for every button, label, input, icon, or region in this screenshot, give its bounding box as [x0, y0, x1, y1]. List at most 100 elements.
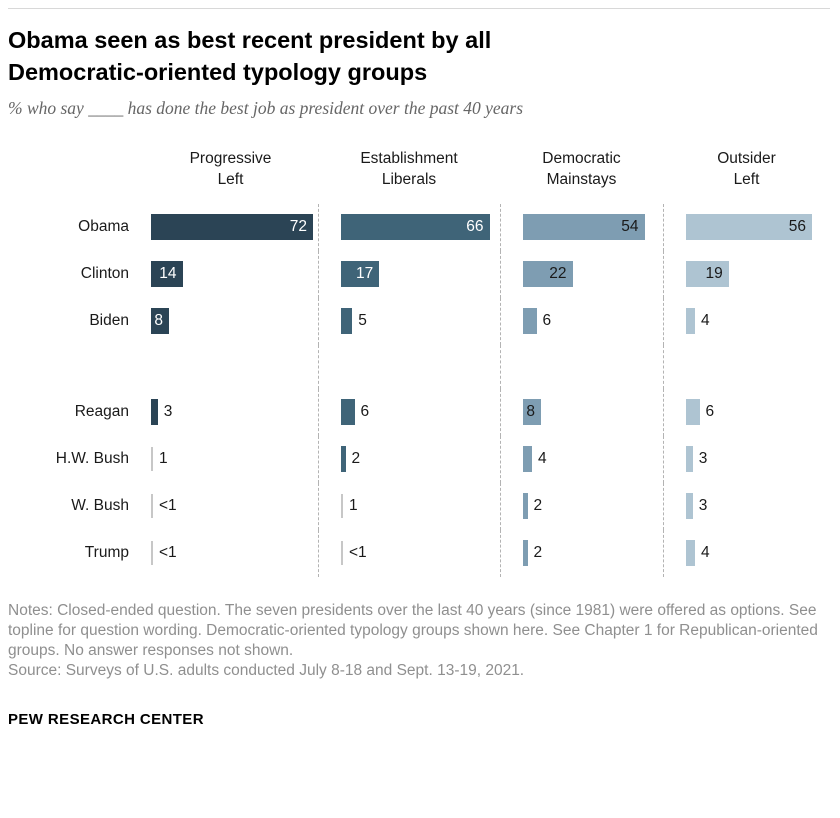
bar-value-label: <1 — [349, 544, 367, 562]
bar — [686, 399, 700, 426]
bar-value-label: 72 — [289, 218, 307, 236]
bar — [341, 399, 355, 426]
column-header: Democratic Mainstays — [500, 149, 663, 191]
bar-cell: 2 — [500, 482, 663, 530]
bar-cell: 72 — [143, 204, 318, 251]
bar — [686, 308, 695, 335]
bar — [341, 308, 353, 335]
column-header: Progressive Left — [143, 149, 318, 191]
bar-cell: <1 — [143, 530, 318, 577]
bar — [686, 446, 693, 473]
bar — [523, 540, 528, 567]
bar-cell: 19 — [663, 250, 830, 298]
bar: 56 — [686, 214, 812, 241]
bar-value-label: 1 — [349, 497, 358, 515]
bar-value-label: 3 — [163, 403, 173, 421]
bar-cell: 3 — [663, 435, 830, 483]
bar — [523, 493, 528, 520]
bar-value-label: 6 — [542, 312, 552, 330]
column-header-line: Democratic — [542, 150, 621, 168]
bar-cell: <1 — [143, 483, 318, 530]
chart-row: Obama 72 66 54 56 — [8, 203, 830, 251]
bar-cell: 6 — [663, 388, 830, 436]
bar: 8 — [523, 399, 541, 426]
bar-value-label: 66 — [466, 218, 484, 236]
bar-cell: 3 — [663, 482, 830, 530]
row-label: Obama — [78, 218, 129, 236]
bar-cell: 66 — [318, 203, 500, 251]
bar-value-label: 8 — [526, 403, 535, 421]
row-label: Clinton — [80, 265, 129, 283]
bar-value-label: 6 — [705, 403, 715, 421]
column-header-line: Left — [733, 170, 760, 188]
bar — [341, 446, 346, 473]
column-header-line: Mainstays — [546, 170, 617, 188]
bar-cell: 4 — [500, 435, 663, 483]
chart-row: Reagan 3 6 8 6 — [8, 388, 830, 436]
bar-value-label: 5 — [358, 312, 367, 330]
row-label: W. Bush — [71, 497, 129, 515]
bar: 66 — [341, 214, 490, 241]
column-header-line: Progressive — [189, 150, 272, 168]
baseline-tick — [341, 494, 343, 519]
bar: 17 — [341, 261, 380, 288]
pew-research-center-logo: PEW RESEARCH CENTER — [8, 711, 204, 729]
bar-cell: 6 — [318, 388, 500, 436]
bar: 22 — [523, 261, 573, 288]
baseline-tick — [151, 494, 153, 519]
gap-cell — [318, 344, 500, 389]
bar: 54 — [523, 214, 645, 241]
row-label: H.W. Bush — [55, 450, 129, 468]
bar-cell: 1 — [143, 436, 318, 483]
bar-cell: 6 — [500, 297, 663, 345]
bar-value-label: 3 — [698, 450, 708, 468]
bar-value-label: 4 — [538, 450, 547, 468]
chart-row: Clinton 14 17 22 19 — [8, 250, 830, 298]
bar-cell: 22 — [500, 250, 663, 298]
bar-cell: 17 — [318, 250, 500, 298]
row-gap — [8, 344, 830, 389]
bar-value-label: 56 — [788, 218, 806, 236]
bar-cell: 56 — [663, 203, 830, 251]
column-header-line: Liberals — [381, 170, 437, 188]
bar: 8 — [151, 308, 169, 335]
bar-value-label: 1 — [159, 450, 168, 468]
bar: 14 — [151, 261, 183, 288]
bar-value-label: 2 — [533, 497, 543, 515]
chart-row: Biden 8 5 6 4 — [8, 297, 830, 345]
bar — [523, 446, 532, 473]
bar-cell: 1 — [318, 482, 500, 530]
bar-cell: 2 — [318, 435, 500, 483]
bar-cell: 5 — [318, 297, 500, 345]
row-label: Reagan — [74, 403, 129, 421]
bar-value-label: 14 — [159, 265, 177, 283]
bar-cell: 4 — [663, 297, 830, 345]
column-header: Establishment Liberals — [318, 149, 500, 191]
gap-cell — [143, 345, 318, 389]
bar — [523, 308, 537, 335]
column-header-line: Left — [217, 170, 244, 188]
gap-cell — [500, 344, 663, 389]
bar-value-label: 4 — [701, 544, 710, 562]
column-header-line: Establishment — [360, 150, 458, 168]
row-label: Trump — [84, 544, 129, 562]
page: Obama seen as best recent president by a… — [8, 8, 830, 729]
column-header: Outsider Left — [663, 149, 830, 191]
bar-value-label: 3 — [698, 497, 708, 515]
bar-value-label: 22 — [549, 265, 567, 283]
title-line-2: Democratic-oriented typology groups — [8, 58, 428, 85]
page-title: Obama seen as best recent president by a… — [8, 25, 830, 88]
bar — [151, 399, 158, 426]
bar-value-label: 8 — [154, 312, 163, 330]
bar: 72 — [151, 214, 313, 241]
gap-cell — [663, 344, 830, 389]
chart-row: H.W. Bush 1 2 4 3 — [8, 435, 830, 483]
bar — [686, 493, 693, 520]
bar-cell: 54 — [500, 203, 663, 251]
bar-cell: 4 — [663, 529, 830, 577]
baseline-tick — [341, 541, 343, 566]
bar-cell: <1 — [318, 529, 500, 577]
column-header-line: Outsider — [717, 150, 776, 168]
notes-block: Notes: Closed-ended question. The seven … — [8, 601, 830, 682]
bar-value-label: 2 — [533, 544, 543, 562]
